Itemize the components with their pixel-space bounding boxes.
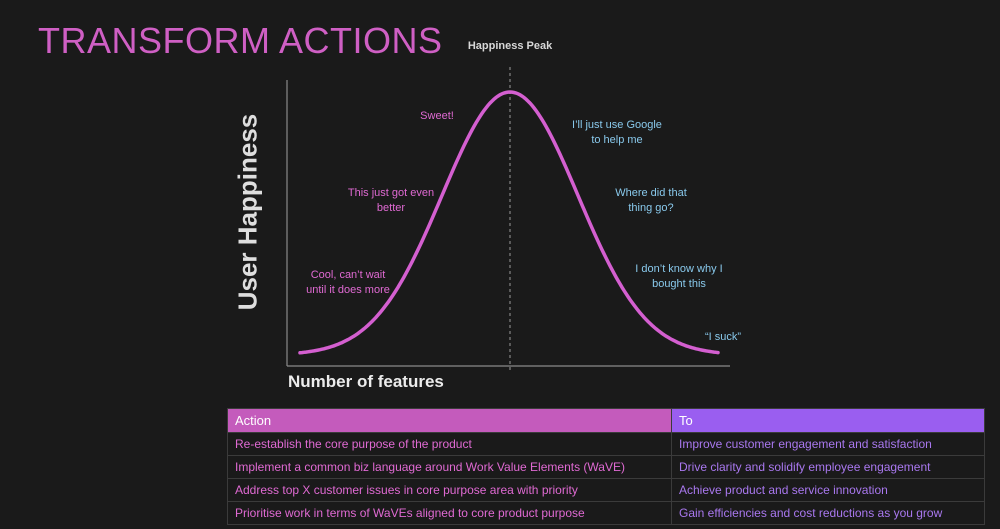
annotation-line: I don’t know why I	[635, 263, 723, 275]
annotation-got-even-better: This just got even better	[335, 186, 447, 216]
annotation-line: Sweet!	[420, 110, 454, 122]
action-cell: Implement a common biz language around W…	[227, 455, 672, 479]
annotation-cool-cant-wait: Cool, can’t wait until it does more	[293, 268, 403, 298]
table-header-row: Action To	[227, 408, 985, 433]
slide-title: TRANSFORM ACTIONS	[38, 20, 443, 61]
table-row: Implement a common biz language around W…	[227, 455, 985, 479]
annotation-line: Cool, can’t wait	[310, 269, 386, 281]
table-row: Prioritise work in terms of WaVEs aligne…	[227, 501, 985, 525]
annotation-line: bought this	[652, 278, 706, 290]
annotation-use-google: I’ll just use Google to help me	[557, 118, 677, 148]
action-cell: Address top X customer issues in core pu…	[227, 478, 672, 502]
annotation-line: better	[376, 202, 406, 214]
table-row: Address top X customer issues in core pu…	[227, 478, 985, 502]
annotation-sweet: Sweet!	[407, 109, 467, 124]
header-to: To	[671, 408, 985, 433]
annotation-where-did-that-go: Where did that thing go?	[601, 186, 701, 216]
annotation-line: thing go?	[628, 202, 674, 214]
annotation-line: Where did that	[615, 187, 687, 199]
annotation-dont-know-why: I don’t know why I bought this	[624, 262, 734, 292]
actions-table: Action To Re-establish the core purpose …	[227, 408, 985, 525]
annotation-line: “I suck”	[704, 331, 742, 343]
outcome-cell: Gain efficiencies and cost reductions as…	[671, 501, 985, 525]
header-action: Action	[227, 408, 672, 433]
happiness-curve	[298, 90, 720, 355]
annotation-line: until it does more	[306, 284, 390, 296]
annotation-line: This just got even	[347, 187, 435, 199]
outcome-cell: Achieve product and service innovation	[671, 478, 985, 502]
action-cell: Re-establish the core purpose of the pro…	[227, 432, 672, 456]
x-axis-label: Number of features	[288, 372, 444, 391]
y-axis-label: User Happiness	[232, 113, 263, 311]
table-row: Re-establish the core purpose of the pro…	[227, 432, 985, 456]
annotation-line: to help me	[591, 134, 643, 146]
action-cell: Prioritise work in terms of WaVEs aligne…	[227, 501, 672, 525]
outcome-cell: Drive clarity and solidify employee enga…	[671, 455, 985, 479]
peak-label: Happiness Peak	[467, 40, 553, 52]
annotation-line: I’ll just use Google	[572, 119, 662, 131]
happiness-curve-diagram: Happiness Peak User Happiness Number of …	[232, 40, 754, 391]
diagram-canvas	[286, 67, 730, 372]
outcome-cell: Improve customer engagement and satisfac…	[671, 432, 985, 456]
annotation-i-suck: “I suck”	[692, 330, 754, 345]
